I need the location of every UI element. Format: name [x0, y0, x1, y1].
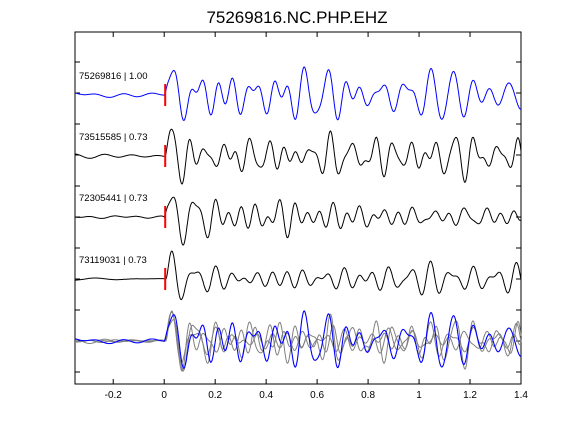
stacked-overlay: [74, 310, 522, 372]
x-tick-label: -0.2: [105, 390, 123, 401]
chart-title: 75269816.NC.PHP.EHZ: [206, 8, 387, 27]
x-tick-label: 0.4: [259, 390, 273, 401]
trace-line: [75, 250, 522, 301]
plot-frame: [74, 31, 522, 385]
stack-trace: [74, 319, 522, 372]
trace-label: 73119031 | 0.73: [79, 255, 147, 266]
stack-trace: [75, 310, 522, 364]
trace-line: [74, 196, 522, 246]
trace-line: [74, 128, 522, 185]
trace-label: 72305441 | 0.73: [79, 193, 148, 204]
x-tick-label: 1.2: [463, 390, 477, 401]
trace-labels: 75269816 | 1.00 73515585 | 0.73 72305441 |…: [79, 71, 148, 266]
trace-group: [74, 66, 522, 301]
x-tick-label: 0.6: [310, 390, 324, 401]
trace-label: 73515585 | 0.73: [79, 132, 148, 143]
x-tick-label: 1.4: [514, 390, 528, 401]
stack-reference-trace: [74, 310, 522, 369]
x-tick-label: 0.8: [361, 390, 375, 401]
axis-ticks: -0.2 0 0.2 0.4 0.6 0.8 1 1.2 1.4: [75, 32, 528, 401]
x-tick-label: 1: [416, 390, 422, 401]
trace-line: [74, 66, 522, 121]
trace-label: 75269816 | 1.00: [79, 71, 148, 82]
x-tick-label: 0.2: [208, 390, 222, 401]
x-tick-label: 0: [161, 390, 167, 401]
